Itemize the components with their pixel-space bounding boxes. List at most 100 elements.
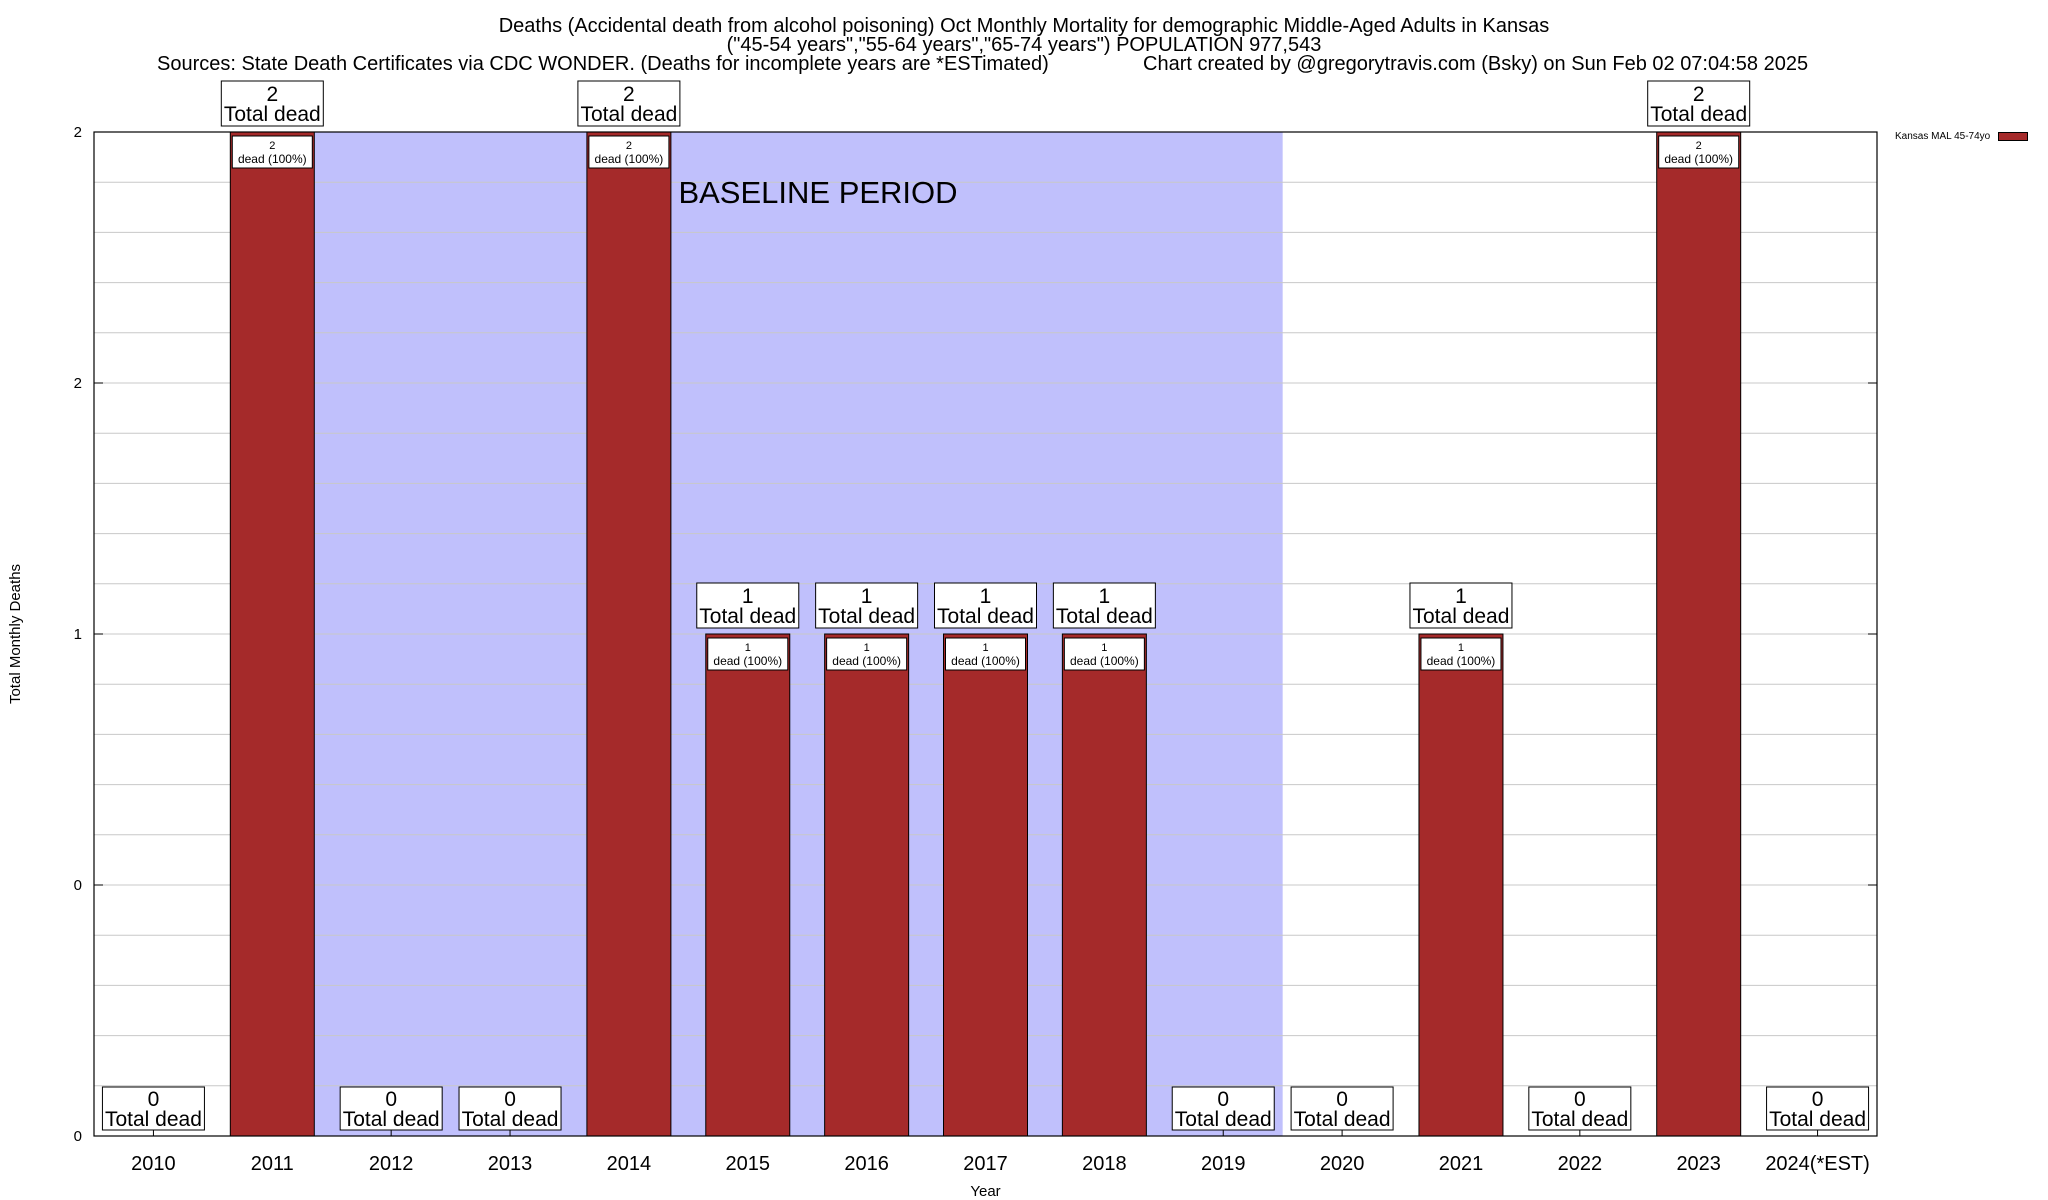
total-label-text: Total dead — [937, 605, 1034, 628]
bar-inner-value: 2 — [1696, 140, 1702, 152]
total-label-text: Total dead — [1650, 103, 1747, 126]
bar-inner-value: 2 — [269, 140, 275, 152]
bar — [943, 633, 1028, 1137]
bar-inner-label-box — [945, 637, 1026, 671]
chart-title-line-2: ("45-54 years","55-64 years","65-74 year… — [726, 34, 1322, 56]
total-label-box — [1409, 582, 1513, 629]
total-label-value: 0 — [1217, 1088, 1229, 1111]
bar — [1061, 633, 1147, 1137]
chart-legend: Kansas MAL 45-74yo — [1895, 131, 2029, 142]
bar-inner-label-box — [231, 135, 313, 169]
bar-inner-value: 1 — [1458, 642, 1464, 654]
x-tick-label: 2020 — [1320, 1153, 1365, 1175]
x-tick-label: 2016 — [844, 1153, 889, 1175]
bar-inner-label: dead (100%) — [832, 654, 901, 668]
total-label-value: 1 — [980, 585, 992, 608]
total-label-box — [1647, 80, 1751, 127]
bar-inner-label-box — [707, 637, 789, 671]
bar — [1656, 131, 1742, 1137]
total-label-box — [1052, 582, 1156, 629]
total-label-text: Total dead — [1175, 1108, 1272, 1131]
bar-inner-value: 1 — [864, 642, 870, 654]
bar — [229, 131, 315, 1137]
bar-inner-value: 1 — [745, 642, 751, 654]
bar — [705, 633, 791, 1137]
bar-inner-label: dead (100%) — [595, 152, 664, 166]
bar-inner-label-box — [588, 135, 670, 169]
total-label-box — [577, 80, 681, 127]
total-label-text: Total dead — [580, 103, 677, 126]
x-tick-label: 2021 — [1439, 1153, 1484, 1175]
total-label-value: 1 — [1099, 585, 1111, 608]
y-tick-label: 2 — [74, 124, 82, 141]
x-tick-label: 2024(*EST) — [1765, 1153, 1870, 1175]
y-tick-label: 2 — [74, 375, 82, 392]
x-tick-label: 2019 — [1201, 1153, 1246, 1175]
total-label-value: 0 — [1812, 1088, 1824, 1111]
total-label-text: Total dead — [1531, 1108, 1628, 1131]
bar-inner-label: dead (100%) — [238, 152, 307, 166]
x-tick-label: 2017 — [963, 1153, 1008, 1175]
bar-inner-label-box — [1658, 135, 1740, 169]
total-label-box — [220, 80, 324, 127]
total-label-text: Total dead — [1769, 1108, 1866, 1131]
total-label-text: Total dead — [462, 1108, 559, 1131]
total-label-box — [1290, 1086, 1394, 1131]
bar-inner-value: 1 — [1101, 642, 1107, 654]
bar-inner-label-box — [1420, 637, 1502, 671]
total-label-value: 2 — [266, 83, 278, 106]
x-tick-label: 2012 — [369, 1153, 414, 1175]
total-label-value: 2 — [623, 83, 635, 106]
bar-inner-label: dead (100%) — [1427, 654, 1496, 668]
x-tick-label: 2015 — [726, 1153, 771, 1175]
total-label-box — [339, 1086, 443, 1131]
total-label-box — [1528, 1086, 1632, 1131]
total-label-box — [101, 1086, 205, 1131]
total-label-box — [696, 582, 800, 629]
legend-label: Kansas MAL 45-74yo — [1895, 131, 1991, 142]
total-label-value: 0 — [148, 1088, 160, 1111]
y-tick-label: 0 — [74, 1128, 82, 1145]
x-tick-label: 2011 — [251, 1153, 294, 1175]
total-label-text: Total dead — [699, 605, 796, 628]
total-label-value: 1 — [742, 585, 754, 608]
total-label-text: Total dead — [343, 1108, 440, 1131]
total-label-value: 0 — [504, 1088, 516, 1111]
total-label-text: Total dead — [105, 1108, 202, 1131]
x-tick-label: 2018 — [1082, 1153, 1127, 1175]
bar-inner-label: dead (100%) — [951, 654, 1020, 668]
bar-inner-label-box — [1063, 637, 1145, 671]
y-axis-title: Total Monthly Deaths — [7, 564, 24, 704]
plot-frame — [93, 131, 1878, 1137]
bar-inner-label: dead (100%) — [1070, 654, 1139, 668]
x-tick-label: 2023 — [1676, 1153, 1721, 1175]
bar-inner-label: dead (100%) — [713, 654, 782, 668]
total-label-value: 2 — [1693, 83, 1705, 106]
chart-sources: Sources: State Death Certificates via CD… — [157, 53, 1049, 75]
bar-inner-label: dead (100%) — [1664, 152, 1733, 166]
chart-credit: Chart created by @gregorytravis.com (Bsk… — [1143, 53, 1809, 75]
x-tick-label: 2010 — [131, 1153, 176, 1175]
total-label-value: 0 — [1336, 1088, 1348, 1111]
total-label-box — [458, 1086, 562, 1131]
total-label-value: 1 — [1455, 585, 1467, 608]
total-label-box — [1171, 1086, 1275, 1131]
x-axis-title: Year — [970, 1183, 1000, 1200]
bar — [824, 633, 910, 1137]
total-label-value: 0 — [385, 1088, 397, 1111]
x-tick-label: 2022 — [1558, 1153, 1603, 1175]
bar-inner-value: 2 — [626, 140, 632, 152]
total-label-text: Total dead — [1056, 605, 1153, 628]
baseline-label: BASELINE PERIOD — [678, 175, 957, 210]
total-label-text: Total dead — [818, 605, 915, 628]
total-label-box — [1766, 1086, 1870, 1131]
y-tick-label: 1 — [74, 626, 82, 643]
bar-inner-value: 1 — [982, 642, 988, 654]
x-tick-label: 2014 — [607, 1153, 652, 1175]
total-label-text: Total dead — [224, 103, 321, 126]
chart-title-line-1: Deaths (Accidental death from alcohol po… — [498, 15, 1550, 37]
legend-swatch — [1998, 132, 2029, 141]
x-tick-label: 2013 — [488, 1153, 533, 1175]
bar — [586, 131, 672, 1137]
